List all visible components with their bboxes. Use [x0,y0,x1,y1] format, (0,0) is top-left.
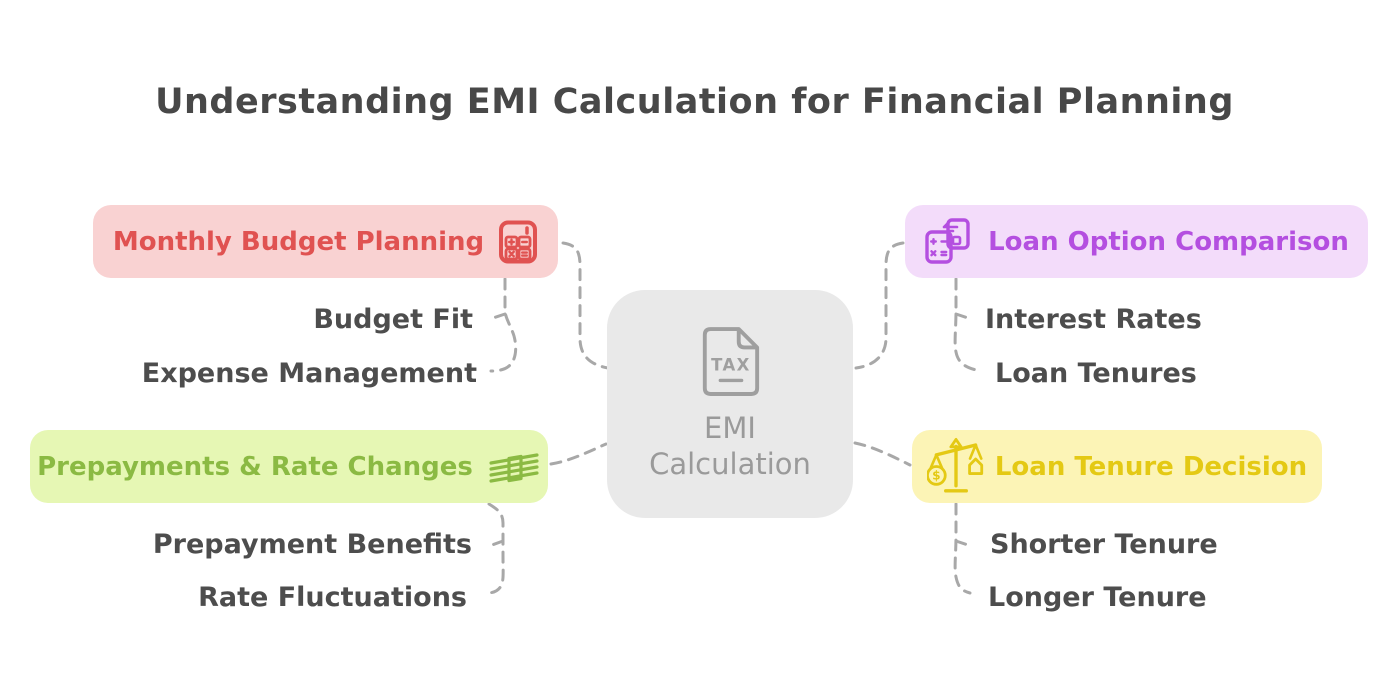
center-node-emi-calculation: TAX EMI Calculation [607,290,853,518]
connector-comparison-children-tick [954,312,970,320]
branch-label: Monthly Budget Planning [112,226,485,257]
tax-document-icon: TAX [702,326,760,396]
branch-node-monthly-budget-planning: Monthly Budget Planning [93,205,558,278]
calculator-icon [499,220,538,263]
center-node-label: EMI Calculation [649,410,811,483]
branch-label: Loan Tenure Decision [994,451,1308,482]
child-label-prepayment-benefits: Prepayment Benefits [152,529,472,560]
balance-scale-icon: $ [926,437,983,493]
connector-budget-children-tick [491,312,507,320]
connector-tenure-children [953,502,972,595]
branch-label: Prepayments & Rate Changes [37,451,473,482]
dollar-symbol: $ [932,468,940,482]
child-label-expense-management: Expense Management [141,358,477,389]
connector-comparison-children [953,277,983,373]
child-label-longer-tenure: Longer Tenure [988,582,1207,613]
money-stack-icon [489,452,539,483]
tax-label: TAX [711,355,751,374]
center-label-line1: EMI [704,410,756,445]
child-label-loan-tenures: Loan Tenures [995,358,1197,389]
branch-node-prepayments-rate-changes: Prepayments & Rate Changes [30,430,548,503]
connector-prepayments-children [484,502,505,595]
branch-node-loan-tenure-decision: $ Loan Tenure Decision [912,430,1322,503]
connector-prepayments-children-tick [490,539,505,547]
child-label-interest-rates: Interest Rates [985,304,1202,335]
connector-budget-children [489,277,518,373]
connector-budget-to-center [561,241,610,370]
loan-comparison-calculator-icon [925,217,970,264]
connector-center-to-tenure [853,441,912,467]
child-label-budget-fit: Budget Fit [313,304,473,335]
child-label-rate-fluctuations: Rate Fluctuations [198,582,467,613]
child-label-shorter-tenure: Shorter Tenure [990,529,1218,560]
connector-comparison-to-center [854,241,905,370]
connector-tenure-children-tick [954,539,970,547]
branch-node-loan-option-comparison: Loan Option Comparison [905,205,1368,278]
center-label-line2: Calculation [649,447,811,481]
page-title: Understanding EMI Calculation for Financ… [155,82,1234,122]
connector-prepayments-to-center [549,442,608,466]
branch-label: Loan Option Comparison [988,226,1349,257]
